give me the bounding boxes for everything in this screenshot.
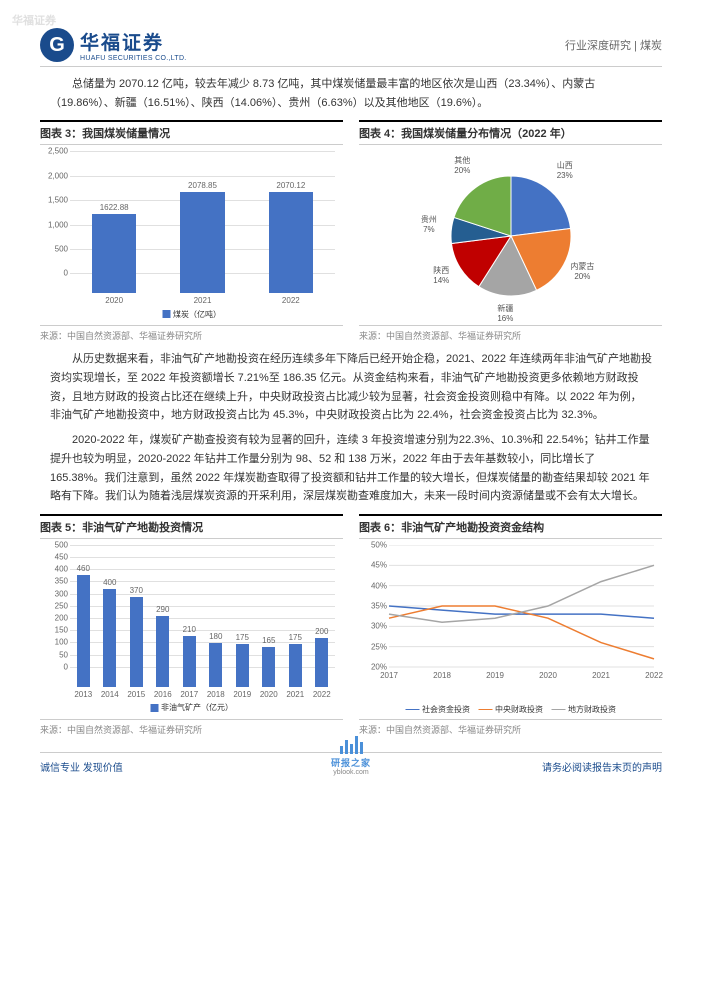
chart4-block: 图表 4：我国煤炭储量分布情况（2022 年） 山西23%内蒙古20%新疆16%… [359, 120, 662, 342]
chart5-block: 图表 5：非油气矿产地勘投资情况 05010015020025030035040… [40, 514, 343, 736]
footer-right: 请务必阅读报告末页的声明 [542, 759, 662, 774]
logo-icon: G [40, 28, 74, 62]
logo-en: HUAFU SECURITIES CO.,LTD. [80, 55, 187, 62]
chart4-title: 图表 4：我国煤炭储量分布情况（2022 年） [359, 120, 662, 145]
chart5-canvas: 0501001502002503003504004505004602013400… [40, 545, 343, 715]
chart5-title: 图表 5：非油气矿产地勘投资情况 [40, 514, 343, 539]
footer-logo-text: 研报之家 [331, 756, 371, 769]
header: G 华福证券 HUAFU SECURITIES CO.,LTD. 行业深度研究 … [40, 28, 662, 67]
footer-logo-url: yblook.com [333, 769, 368, 776]
header-right: 行业深度研究 | 煤炭 [565, 37, 662, 53]
chart4-source: 来源：中国自然资源部、华福证券研究所 [359, 325, 662, 342]
charts-row-2: 图表 5：非油气矿产地勘投资情况 05010015020025030035040… [40, 514, 662, 736]
logo-cn: 华福证券 [80, 28, 187, 55]
chart3-source: 来源：中国自然资源部、华福证券研究所 [40, 325, 343, 342]
footer-logo: 研报之家 yblook.com [331, 736, 371, 776]
logo-area: G 华福证券 HUAFU SECURITIES CO.,LTD. [40, 28, 187, 62]
footer-left: 诚信专业 发现价值 [40, 759, 123, 774]
chart3-block: 图表 3：我国煤炭储量情况 05001,0001,5002,0002,50016… [40, 120, 343, 342]
intro-text: 总储量为 2070.12 亿吨，较去年减少 8.73 亿吨，其中煤炭储量最丰富的… [50, 75, 652, 112]
page-root: 华福证券 G 华福证券 HUAFU SECURITIES CO.,LTD. 行业… [0, 0, 702, 794]
footer-logo-icon [339, 736, 362, 754]
chart6-block: 图表 6：非油气矿产地勘投资资金结构 20%25%30%35%40%45%50%… [359, 514, 662, 736]
chart6-source: 来源：中国自然资源部、华福证券研究所 [359, 719, 662, 736]
chart3-title: 图表 3：我国煤炭储量情况 [40, 120, 343, 145]
charts-row-1: 图表 3：我国煤炭储量情况 05001,0001,5002,0002,50016… [40, 120, 662, 342]
chart6-canvas: 20%25%30%35%40%45%50%2017201820192020202… [359, 545, 662, 715]
chart3-canvas: 05001,0001,5002,0002,5001622.8820202078.… [40, 151, 343, 321]
chart4-canvas: 山西23%内蒙古20%新疆16%陕西14%贵州7%其他20% [359, 151, 662, 321]
chart6-title: 图表 6：非油气矿产地勘投资资金结构 [359, 514, 662, 539]
watermark: 华福证券 [12, 12, 56, 28]
mid-text-2: 2020-2022 年，煤炭矿产勘查投资有较为显著的回升，连续 3 年投资增速分… [50, 431, 652, 506]
mid-text-1: 从历史数据来看，非油气矿产地勘投资在经历连续多年下降后已经开始企稳，2021、2… [50, 350, 652, 425]
chart5-source: 来源：中国自然资源部、华福证券研究所 [40, 719, 343, 736]
